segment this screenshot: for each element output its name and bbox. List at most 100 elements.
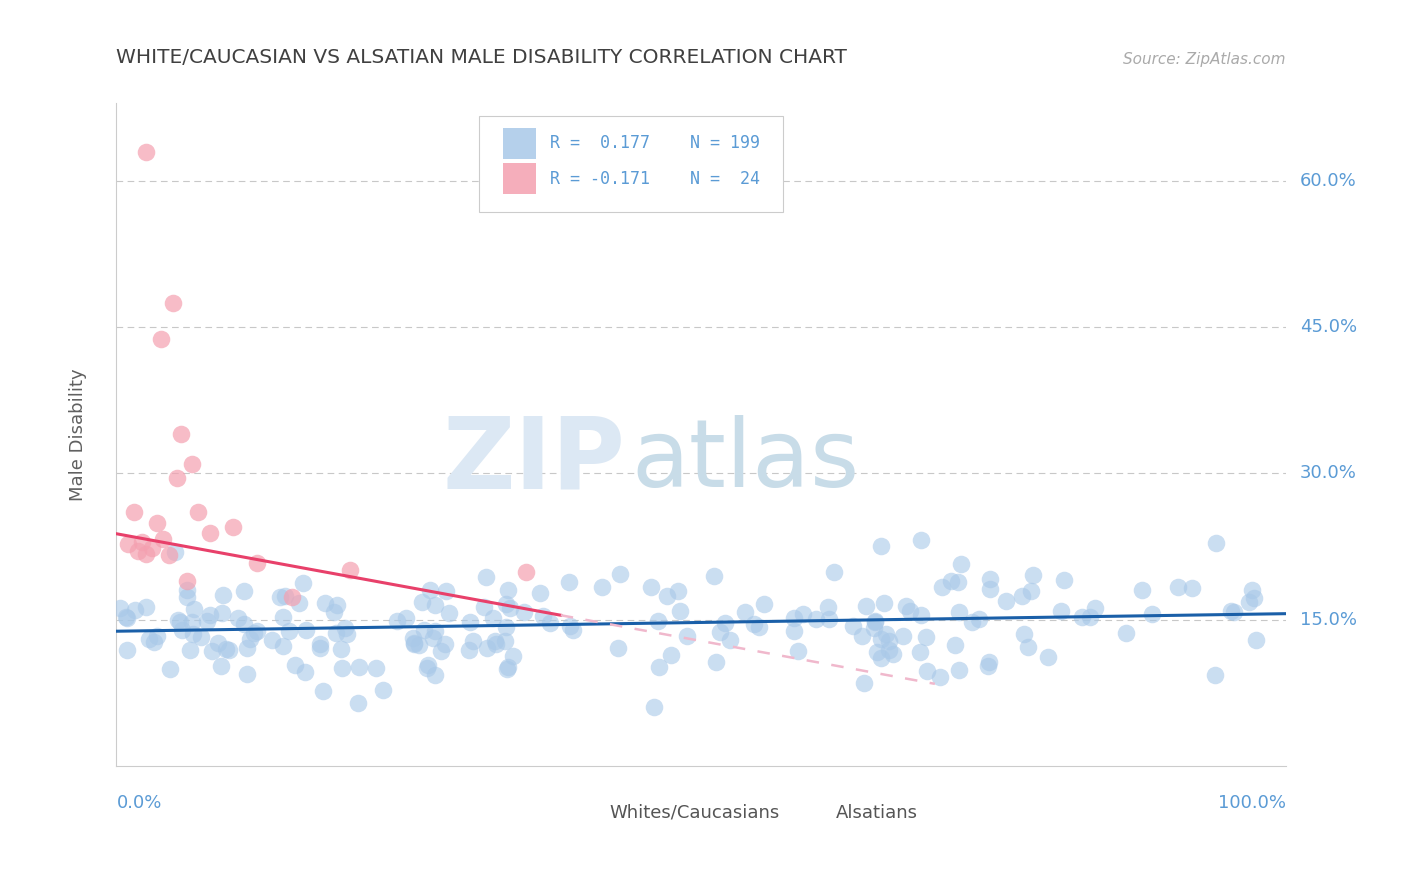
Point [538, 615, 561, 630]
Point [676, 629, 699, 643]
Point [931, 580, 953, 594]
Point [558, 575, 581, 590]
Point [274, 589, 297, 603]
Point [1219, 604, 1241, 618]
Point [335, 621, 357, 635]
Point [1036, 649, 1059, 664]
Point [908, 645, 931, 659]
Point [485, 637, 508, 651]
Point [495, 620, 517, 634]
Point [332, 661, 354, 675]
Point [475, 570, 498, 584]
Point [877, 634, 900, 648]
Point [792, 607, 814, 621]
Point [207, 636, 229, 650]
Point [190, 630, 212, 644]
Point [851, 629, 873, 643]
Point [419, 582, 441, 597]
Point [157, 549, 180, 563]
Point [412, 623, 434, 637]
Point [364, 661, 387, 675]
Point [592, 581, 614, 595]
Point [752, 597, 775, 611]
Point [1132, 583, 1154, 598]
Point [855, 599, 877, 613]
Point [416, 661, 439, 675]
Point [170, 427, 193, 442]
FancyBboxPatch shape [503, 162, 536, 194]
Point [606, 641, 628, 656]
Point [167, 613, 190, 627]
Point [458, 615, 481, 630]
Point [195, 614, 218, 628]
Point [659, 648, 682, 662]
Point [562, 623, 585, 637]
Point [979, 582, 1001, 596]
Point [423, 624, 446, 639]
Point [742, 617, 765, 632]
Point [404, 636, 426, 650]
Point [284, 658, 307, 673]
Point [1140, 607, 1163, 622]
Point [948, 605, 970, 619]
Point [960, 615, 983, 629]
Point [910, 533, 932, 547]
Point [1167, 580, 1189, 594]
Point [714, 615, 737, 630]
Text: Source: ZipAtlas.com: Source: ZipAtlas.com [1123, 52, 1285, 67]
Point [894, 599, 917, 613]
FancyBboxPatch shape [503, 128, 536, 160]
Point [309, 637, 332, 651]
Point [418, 658, 440, 673]
Point [336, 627, 359, 641]
Point [269, 590, 291, 604]
Point [222, 520, 245, 534]
Point [818, 612, 841, 626]
Point [1078, 610, 1101, 624]
Point [271, 610, 294, 624]
Point [434, 584, 457, 599]
Point [1237, 595, 1260, 609]
Point [898, 604, 921, 618]
Point [529, 586, 551, 600]
Point [647, 614, 669, 628]
Point [169, 615, 191, 629]
Point [1012, 627, 1035, 641]
Point [734, 605, 756, 619]
Point [233, 616, 256, 631]
Point [496, 662, 519, 676]
Point [863, 615, 886, 629]
Point [281, 591, 304, 605]
Point [135, 145, 157, 159]
Point [402, 636, 425, 650]
Point [201, 643, 224, 657]
Point [394, 611, 416, 625]
Point [200, 608, 222, 623]
Point [842, 619, 865, 633]
Point [423, 599, 446, 613]
Point [152, 532, 174, 546]
Point [108, 601, 131, 615]
Point [408, 638, 430, 652]
Point [439, 607, 461, 621]
Point [929, 670, 952, 684]
Point [387, 614, 409, 628]
Point [967, 612, 990, 626]
FancyBboxPatch shape [804, 804, 830, 822]
Point [494, 634, 516, 648]
Point [1244, 632, 1267, 647]
Text: atlas: atlas [631, 415, 859, 507]
Point [718, 632, 741, 647]
Point [703, 569, 725, 583]
Point [215, 642, 238, 657]
Text: Whites/Caucasians: Whites/Caucasians [610, 804, 780, 822]
Point [117, 537, 139, 551]
Point [513, 606, 536, 620]
Point [124, 603, 146, 617]
Point [873, 596, 896, 610]
Point [484, 634, 506, 648]
Point [472, 600, 495, 615]
Point [211, 606, 233, 620]
Point [218, 642, 240, 657]
Point [226, 611, 249, 625]
